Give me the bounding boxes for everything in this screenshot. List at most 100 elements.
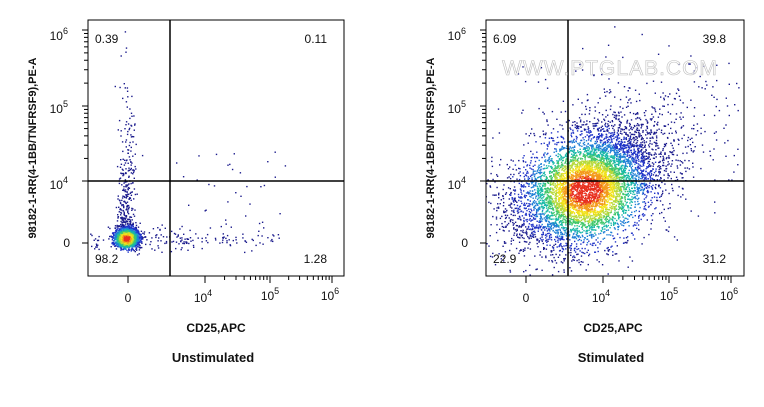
event-dot (123, 205, 125, 207)
event-dot (536, 157, 539, 159)
event-dot (91, 245, 93, 248)
event-dot (128, 218, 131, 220)
event-dot (123, 174, 125, 176)
event-dot (120, 130, 122, 132)
event-dot (646, 127, 649, 130)
event-dot (125, 139, 128, 141)
event-dot (612, 125, 615, 127)
event-dot (552, 140, 554, 142)
event-dot (555, 148, 557, 150)
event-dot (532, 153, 534, 155)
event-dot (614, 114, 616, 117)
event-dot (595, 175, 597, 178)
event-dot (129, 242, 131, 245)
event-dot (537, 176, 540, 178)
event-dot (120, 217, 122, 219)
event-dot (643, 142, 646, 144)
event-dot (129, 108, 131, 110)
event-dot (566, 238, 568, 240)
event-dot (622, 107, 624, 110)
event-dot (119, 240, 121, 242)
event-dot (646, 195, 648, 197)
event-dot (605, 146, 607, 148)
event-dot (520, 196, 522, 198)
event-dot (539, 199, 541, 201)
event-dot (278, 237, 280, 239)
event-dot (610, 208, 613, 210)
event-dot (639, 185, 641, 187)
event-dot (157, 227, 159, 229)
event-dot (554, 167, 556, 169)
event-dot (126, 133, 129, 136)
event-dot (565, 160, 567, 162)
event-dot (559, 217, 562, 219)
event-dot (571, 224, 573, 226)
event-dot (133, 242, 136, 245)
event-dot (608, 184, 610, 186)
event-dot (262, 243, 264, 245)
event-dot (611, 156, 613, 158)
event-dot (654, 152, 656, 154)
event-dot (606, 90, 608, 93)
event-dot (136, 232, 138, 235)
event-dot (107, 226, 110, 228)
event-dot (571, 164, 574, 166)
event-dot (523, 166, 525, 168)
event-dot (571, 223, 574, 225)
event-dot (557, 192, 560, 194)
event-dot (118, 178, 121, 180)
event-dot (583, 162, 585, 164)
event-dot (119, 235, 122, 237)
event-dot (560, 176, 562, 179)
event-dot (589, 227, 591, 230)
event-dot (645, 110, 647, 112)
event-dot (639, 206, 641, 209)
event-dot (633, 141, 635, 143)
event-dot (135, 226, 137, 229)
event-dot (657, 192, 659, 194)
event-dot (129, 246, 131, 248)
event-dot (580, 134, 582, 136)
event-dot (686, 106, 688, 109)
event-dot (648, 172, 650, 174)
event-dot (117, 217, 119, 219)
event-dot (530, 193, 532, 195)
event-dot (123, 164, 126, 166)
event-dot (607, 130, 609, 132)
event-dot (575, 168, 577, 171)
event-dot (663, 99, 665, 101)
event-dot (588, 198, 590, 200)
event-dot (571, 228, 574, 231)
event-dot (621, 177, 623, 180)
event-dot (569, 211, 571, 213)
event-dot (572, 193, 574, 196)
event-dot (609, 108, 612, 111)
event-dot (596, 167, 599, 169)
event-dot (130, 191, 132, 194)
event-dot (592, 189, 594, 191)
event-dot (121, 141, 124, 143)
event-dot (119, 244, 121, 246)
event-dot (616, 170, 618, 172)
event-dot (611, 146, 613, 148)
event-dot (595, 239, 597, 241)
event-dot (520, 191, 522, 193)
event-dot (619, 202, 621, 204)
event-dot (677, 143, 680, 146)
event-dot (586, 226, 589, 228)
event-dot (126, 185, 128, 187)
event-dot (557, 199, 560, 201)
event-dot (646, 137, 648, 139)
event-dot (671, 183, 673, 186)
event-dot (126, 241, 128, 243)
event-dot (613, 184, 615, 186)
event-dot (599, 215, 601, 217)
event-dot (122, 231, 125, 234)
event-dot (132, 169, 134, 171)
event-dot (511, 197, 513, 199)
event-dot (125, 231, 127, 233)
event-dot (618, 150, 621, 152)
event-dot (126, 233, 128, 236)
event-dot (627, 174, 630, 176)
event-dot (624, 175, 626, 177)
